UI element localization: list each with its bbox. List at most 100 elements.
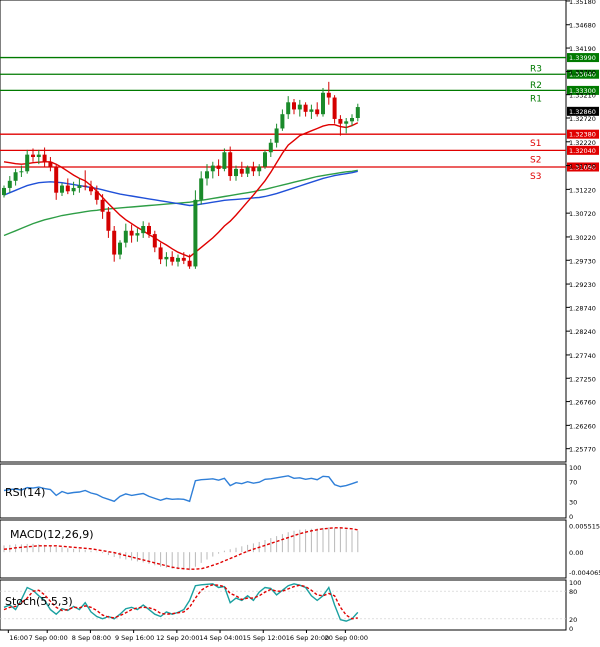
stoch-tick-label: 20 [569, 616, 577, 624]
candle-body [112, 230, 117, 255]
price-tick-label: 1.27250 [569, 375, 596, 383]
level-price-tag [567, 53, 599, 63]
rsi-tick-label: 30 [569, 498, 577, 506]
candle-body [199, 178, 204, 200]
candle-body [193, 199, 198, 267]
candle-body [36, 154, 41, 158]
candle-body [181, 257, 186, 261]
price-tick-label: 1.31720 [569, 163, 596, 171]
level-price-label: 1.33640 [569, 71, 596, 79]
candle-body [309, 109, 314, 112]
time-tick-label: 15 Sep 12:00 [243, 634, 286, 642]
stoch-tick-label: 100 [569, 579, 581, 587]
moving-average-blue [3, 170, 358, 207]
candle-body [141, 226, 146, 234]
price-tick-label: 1.35180 [569, 0, 596, 6]
candle-body [106, 211, 111, 231]
level-price-label: 1.31690 [569, 164, 596, 172]
time-tick-label: 12 Sep 20:00 [156, 634, 199, 642]
stoch-signal-line [3, 584, 358, 620]
rsi-line [3, 475, 359, 503]
price-tick-label: 1.26760 [569, 399, 596, 407]
price-tick-label: 1.30220 [569, 234, 596, 242]
time-tick-label: 16:00 [9, 634, 28, 642]
candle-body [147, 226, 151, 235]
price-tick-label: 1.26260 [569, 422, 596, 430]
rsi-tick-label: 70 [569, 479, 577, 487]
price-tick-label: 1.28240 [569, 328, 596, 336]
candle-body [77, 185, 82, 188]
candle-body [71, 187, 76, 192]
candle-body [344, 121, 349, 124]
level-price-label: 1.32040 [569, 147, 596, 155]
candle-body [205, 171, 209, 179]
price-tick-label: 1.33700 [569, 68, 596, 76]
candle-body [164, 256, 169, 260]
stoch-panel [0, 579, 567, 631]
candle-body [123, 230, 128, 243]
candle-body [234, 168, 238, 177]
level-name-r2: R2 [530, 81, 542, 91]
price-tick-label: 1.28740 [569, 304, 596, 312]
candle-body [158, 247, 163, 260]
stoch-tick-label: 80 [569, 588, 577, 596]
macd-tick-label: -0.004065 [569, 569, 600, 577]
candle-body [297, 104, 302, 110]
candle-body [2, 187, 6, 196]
price-tick-label: 1.32720 [569, 115, 596, 123]
candle-body [187, 260, 192, 267]
candle-body [303, 104, 308, 112]
candle-body [94, 191, 99, 200]
time-tick-label: 7 Sep 00:00 [29, 634, 68, 642]
level-price-tag [567, 85, 599, 95]
candle-body [292, 102, 296, 110]
macd-tick-label: 0.005515 [569, 522, 600, 530]
level-name-s3: S3 [530, 172, 541, 182]
level-price-label: 1.33300 [569, 87, 596, 95]
candle-body [13, 172, 18, 181]
candle-body [355, 107, 360, 118]
candle-body [321, 92, 325, 115]
time-tick-label: 8 Sep 08:00 [72, 634, 111, 642]
candle-body [152, 234, 157, 248]
price-tick-label: 1.29230 [569, 281, 596, 289]
level-price-label: 1.32380 [569, 131, 596, 139]
candle-body [280, 114, 285, 129]
level-name-s2: S2 [530, 155, 541, 165]
rsi-label: RSI(14) [5, 486, 45, 499]
candle-body [338, 118, 343, 124]
candle-body [251, 167, 256, 172]
stoch-tick-label: 0 [569, 625, 573, 633]
moving-average-green [3, 169, 358, 237]
candle-body [332, 97, 337, 119]
candle-body [89, 186, 93, 192]
macd-label: MACD(12,26,9) [10, 528, 94, 541]
candle-body [216, 165, 221, 169]
candle-body [129, 230, 134, 236]
candle-body [42, 154, 47, 162]
price-panel [0, 0, 567, 463]
time-tick-label: 14 Sep 04:00 [199, 634, 242, 642]
candle-body [25, 154, 30, 172]
stoch-label: Stoch(5,5,3) [5, 595, 73, 608]
candle-body [222, 152, 227, 169]
level-price-tag [567, 69, 599, 79]
moving-average-red [3, 122, 359, 258]
level-name-s1: S1 [530, 139, 541, 149]
level-name-r1: R1 [530, 94, 542, 104]
candle-body [65, 185, 70, 192]
candle-body [54, 167, 59, 193]
candle-body [210, 165, 215, 172]
candle-body [7, 180, 12, 188]
candle-body [315, 109, 320, 115]
price-tick-label: 1.34680 [569, 22, 596, 30]
price-tick-label: 1.25770 [569, 446, 596, 454]
rsi-tick-label: 0 [569, 513, 573, 521]
candle-body [170, 256, 175, 262]
price-tick-label: 1.33210 [569, 92, 596, 100]
candle-body [257, 166, 262, 172]
level-name-r3: R3 [530, 65, 542, 75]
candle-body [19, 171, 24, 173]
